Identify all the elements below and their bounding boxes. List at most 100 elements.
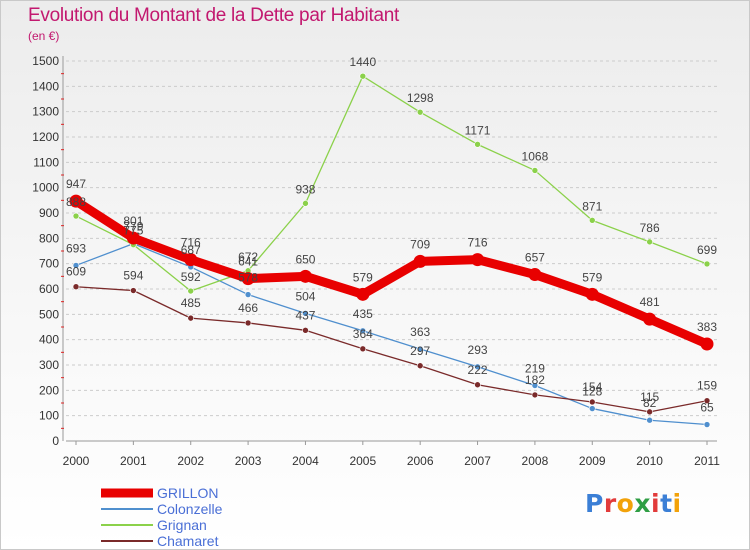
x-tick-label: 2004 — [292, 454, 319, 468]
legend-item: GRILLON — [101, 485, 361, 501]
data-label: 947 — [66, 177, 86, 191]
data-point — [531, 167, 539, 174]
data-label: 159 — [697, 379, 717, 393]
data-point — [646, 238, 653, 246]
data-point — [359, 72, 367, 80]
data-label: 1298 — [407, 91, 434, 105]
data-point — [72, 212, 80, 220]
series-line-grignan — [75, 75, 708, 292]
data-label: 1440 — [349, 55, 376, 69]
chart-legend: GRILLON Colonzelle Grignan Chamaret — [101, 485, 361, 549]
data-point — [471, 253, 485, 267]
data-point — [126, 231, 140, 245]
data-label: 650 — [295, 252, 315, 266]
data-point — [531, 382, 539, 389]
data-point — [588, 217, 596, 224]
chart-title: Evolution du Montant de la Dette par Hab… — [28, 5, 399, 26]
x-tick-label: 2011 — [694, 454, 720, 468]
data-point — [72, 283, 80, 291]
data-label: 592 — [181, 270, 201, 284]
data-label: 363 — [410, 325, 430, 339]
data-label: 182 — [525, 373, 545, 387]
data-point — [646, 408, 653, 416]
data-point — [413, 254, 427, 268]
y-tick-label: 100 — [39, 409, 59, 423]
y-tick-label: 800 — [39, 231, 59, 245]
series-line-grillon — [71, 196, 712, 349]
data-point — [359, 327, 367, 335]
data-label: 672 — [238, 250, 258, 264]
data-label: 435 — [353, 307, 373, 321]
legend-label: Chamaret — [157, 533, 219, 549]
data-point — [302, 310, 309, 317]
legend-item: Grignan — [101, 517, 361, 533]
data-label: 485 — [181, 296, 201, 310]
data-point — [241, 272, 255, 286]
data-label: 297 — [410, 344, 430, 358]
data-label: 888 — [66, 195, 86, 209]
y-tick-label: 1100 — [33, 155, 59, 169]
data-point — [588, 405, 596, 412]
data-point — [474, 381, 481, 389]
legend-swatch — [101, 524, 153, 526]
legend-item: Chamaret — [101, 533, 361, 549]
data-point — [416, 108, 424, 116]
y-tick-label: 1000 — [32, 181, 59, 195]
data-point — [585, 287, 599, 301]
x-tick-label: 2008 — [522, 454, 549, 468]
data-point — [356, 287, 370, 301]
legend-item: Colonzelle — [101, 501, 361, 517]
x-tick-label: 2002 — [177, 454, 204, 468]
x-tick-label: 2000 — [63, 454, 90, 468]
data-label: 709 — [410, 237, 430, 251]
series-line-colonzelle — [75, 243, 708, 426]
x-tick-label: 2005 — [349, 454, 376, 468]
data-point — [184, 253, 198, 267]
data-point — [302, 200, 309, 207]
legend-label: Grignan — [157, 517, 207, 533]
data-label: 219 — [525, 362, 545, 376]
x-tick-label: 2001 — [120, 454, 147, 468]
data-point — [416, 345, 424, 353]
data-label: 383 — [697, 320, 717, 334]
data-label: 687 — [181, 243, 201, 257]
data-point — [244, 319, 252, 327]
data-label: 222 — [468, 363, 488, 377]
data-point — [69, 194, 83, 208]
data-point — [244, 291, 252, 298]
data-label: 1068 — [522, 149, 549, 163]
data-point — [187, 287, 195, 295]
data-label: 716 — [468, 236, 488, 250]
x-tick-label: 2003 — [235, 454, 262, 468]
data-label: 693 — [66, 241, 86, 255]
x-tick-label: 2007 — [464, 454, 491, 468]
data-label: 579 — [582, 270, 602, 284]
data-point — [359, 345, 367, 353]
y-tick-label: 200 — [39, 383, 59, 397]
data-label: 609 — [66, 265, 86, 279]
data-point — [588, 398, 596, 406]
y-tick-label: 900 — [39, 206, 59, 220]
data-point — [528, 268, 542, 282]
data-label: 115 — [640, 390, 659, 404]
data-label: 779 — [123, 220, 143, 234]
data-point — [703, 260, 711, 268]
proxiti-logo: Proxiti — [585, 489, 682, 518]
legend-label: Colonzelle — [157, 501, 223, 517]
data-label: 801 — [123, 214, 143, 228]
data-point — [643, 312, 657, 326]
y-tick-label: 1200 — [32, 130, 59, 144]
series-line-chamaret — [75, 286, 708, 413]
x-tick-label: 2006 — [407, 454, 434, 468]
data-label: 65 — [700, 401, 714, 415]
data-label: 364 — [353, 327, 373, 341]
data-label: 699 — [697, 243, 717, 257]
y-tick-label: 400 — [39, 333, 59, 347]
data-point — [703, 397, 711, 405]
data-point — [703, 421, 711, 428]
data-label: 1171 — [465, 123, 491, 137]
data-point — [474, 141, 481, 148]
legend-swatch — [101, 488, 153, 498]
data-label: 938 — [295, 182, 315, 196]
